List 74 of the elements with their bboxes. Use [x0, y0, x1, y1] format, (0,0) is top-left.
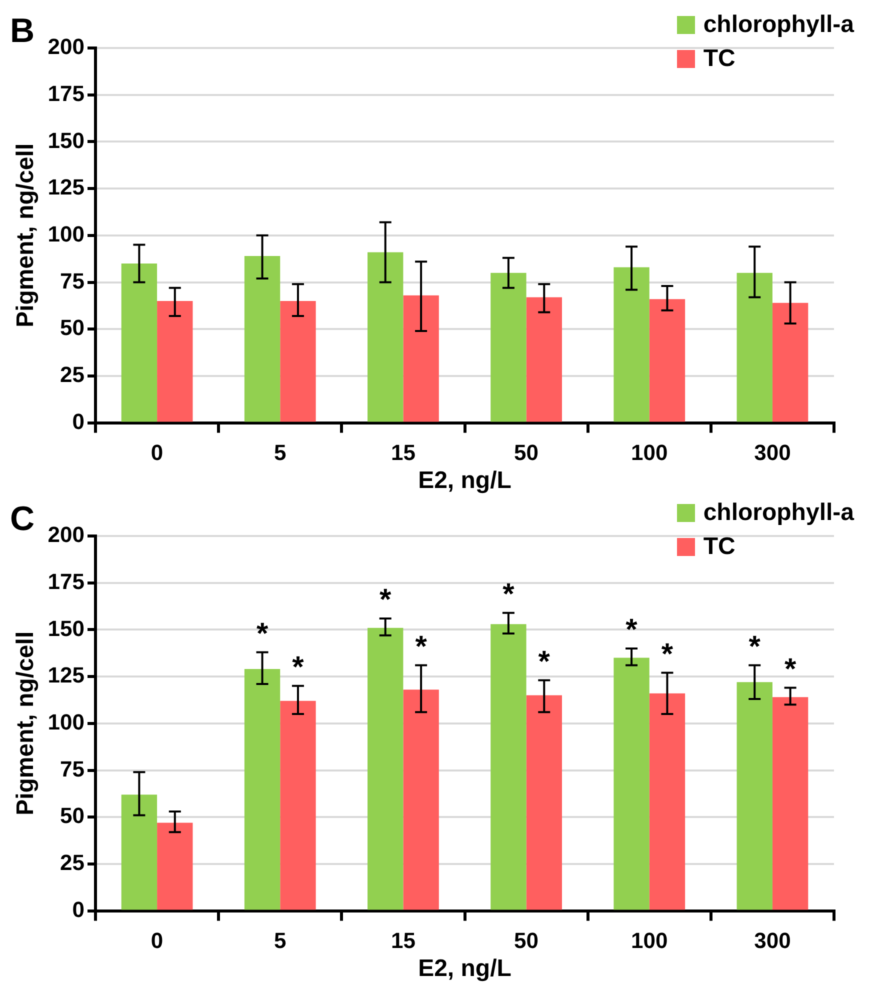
data-label: * [380, 584, 392, 617]
data-label: * [415, 630, 428, 664]
data-label: * [538, 646, 550, 679]
y-tick-label: 100 [48, 709, 85, 734]
legend-label: chlorophyll-a [703, 498, 854, 528]
bar [526, 695, 562, 910]
y-tick-label: 0 [72, 408, 85, 434]
bar [490, 272, 526, 422]
data-label: * [292, 651, 304, 684]
x-tick-label: 300 [754, 928, 791, 954]
y-tick-label: 100 [48, 221, 85, 246]
x-tick-label: 5 [274, 928, 286, 954]
bar [121, 794, 158, 910]
data-label: * [256, 617, 268, 650]
data-label: * [784, 653, 796, 686]
bar [280, 300, 316, 422]
x-axis-title: E2, ng/L [418, 955, 512, 982]
bar [280, 700, 316, 910]
y-tick-label: 75 [60, 756, 85, 782]
x-tick-label: 100 [631, 928, 668, 954]
legend-label: TC [703, 532, 736, 562]
x-tick-label: 0 [150, 928, 164, 954]
y-tick-label: 175 [48, 568, 85, 594]
x-tick-label: 100 [631, 440, 668, 466]
bar [736, 272, 772, 422]
y-tick-label: 175 [48, 80, 85, 106]
y-tick-label: 25 [60, 362, 85, 388]
bar [736, 682, 772, 910]
x-tick-label: 300 [754, 440, 791, 466]
y-axis-title: Pigment, ng/cell [12, 143, 40, 328]
bar [368, 628, 404, 910]
y-tick-label: 50 [60, 803, 85, 828]
bar [772, 302, 808, 422]
y-tick-label: 50 [60, 315, 85, 340]
y-tick-label: 200 [48, 34, 85, 60]
bar [614, 658, 650, 910]
bar [614, 267, 650, 422]
y-tick-label: 200 [48, 522, 85, 548]
bar [526, 297, 562, 422]
x-axis-title: E2, ng/L [418, 467, 512, 494]
chart-title: C [10, 500, 35, 539]
bar [403, 690, 439, 910]
x-tick-label: 15 [390, 928, 416, 954]
y-tick-label: 150 [48, 128, 85, 153]
y-tick-label: 25 [60, 850, 85, 876]
bar [157, 822, 193, 910]
bar [368, 252, 404, 422]
data-label: * [661, 638, 674, 672]
bar [244, 669, 280, 910]
y-tick-label: 75 [60, 268, 85, 294]
bar [772, 697, 808, 910]
y-tick-label: 150 [48, 616, 85, 641]
bar [244, 256, 280, 422]
data-label: * [502, 578, 515, 612]
bar [649, 299, 686, 422]
y-tick-label: 0 [72, 896, 85, 922]
chart-title: B [10, 12, 35, 51]
bar [121, 264, 158, 422]
bar [490, 624, 526, 910]
data-label: * [626, 614, 638, 647]
y-tick-label: 125 [48, 174, 85, 200]
x-tick-label: 0 [150, 440, 164, 466]
legend-label: chlorophyll-a [703, 10, 854, 40]
y-axis-title: Pigment, ng/cell [12, 631, 40, 816]
bar [403, 295, 439, 422]
x-tick-label: 5 [274, 440, 286, 466]
bar [649, 693, 686, 910]
y-tick-label: 125 [48, 662, 85, 688]
x-tick-label: 15 [390, 440, 416, 466]
data-label: * [748, 630, 761, 664]
x-tick-label: 50 [514, 928, 539, 954]
bar [157, 300, 193, 422]
legend-label: TC [703, 44, 736, 74]
x-tick-label: 50 [514, 440, 539, 466]
